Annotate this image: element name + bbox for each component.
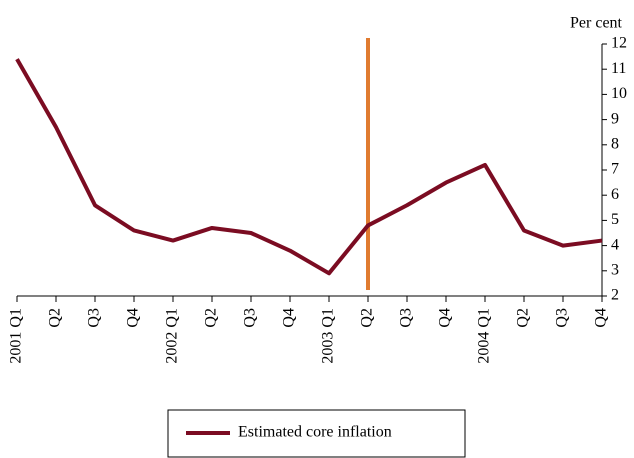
x-tick-label: Q4 <box>125 308 142 328</box>
y-tick-label: 12 <box>611 35 627 52</box>
x-tick-label: 2001 Q1 <box>8 308 25 364</box>
x-tick-label: Q2 <box>203 308 220 328</box>
x-tick-label: Q2 <box>359 308 376 328</box>
x-tick-label: Q3 <box>398 308 415 328</box>
y-tick-label: 5 <box>611 211 619 228</box>
y-tick-label: 2 <box>611 287 619 304</box>
x-tick-label: Q4 <box>281 308 298 328</box>
y-tick-label: 11 <box>611 60 626 77</box>
x-tick-label: Q4 <box>437 308 454 328</box>
x-tick-label: Q4 <box>593 308 610 328</box>
y-tick-label: 10 <box>611 85 627 102</box>
x-tick-label: 2002 Q1 <box>164 308 181 364</box>
y-tick-label: 7 <box>611 161 619 178</box>
x-tick-label: 2004 Q1 <box>476 308 493 364</box>
y-axis-label: Per cent <box>570 15 623 32</box>
y-tick-label: 4 <box>611 236 619 253</box>
x-tick-label: 2003 Q1 <box>320 308 337 364</box>
x-tick-label: Q2 <box>47 308 64 328</box>
x-tick-label: Q3 <box>242 308 259 328</box>
legend-box <box>167 409 466 458</box>
y-tick-label: 6 <box>611 186 619 203</box>
y-tick-label: 8 <box>611 135 619 152</box>
y-tick-label: 3 <box>611 261 619 278</box>
y-tick-label: 9 <box>611 110 619 127</box>
x-tick-label: Q3 <box>86 308 103 328</box>
line-series <box>15 58 603 276</box>
x-tick-label: Q3 <box>554 308 571 328</box>
x-tick-label: Q2 <box>515 308 532 328</box>
legend-label: Estimated core inflation <box>238 424 392 441</box>
